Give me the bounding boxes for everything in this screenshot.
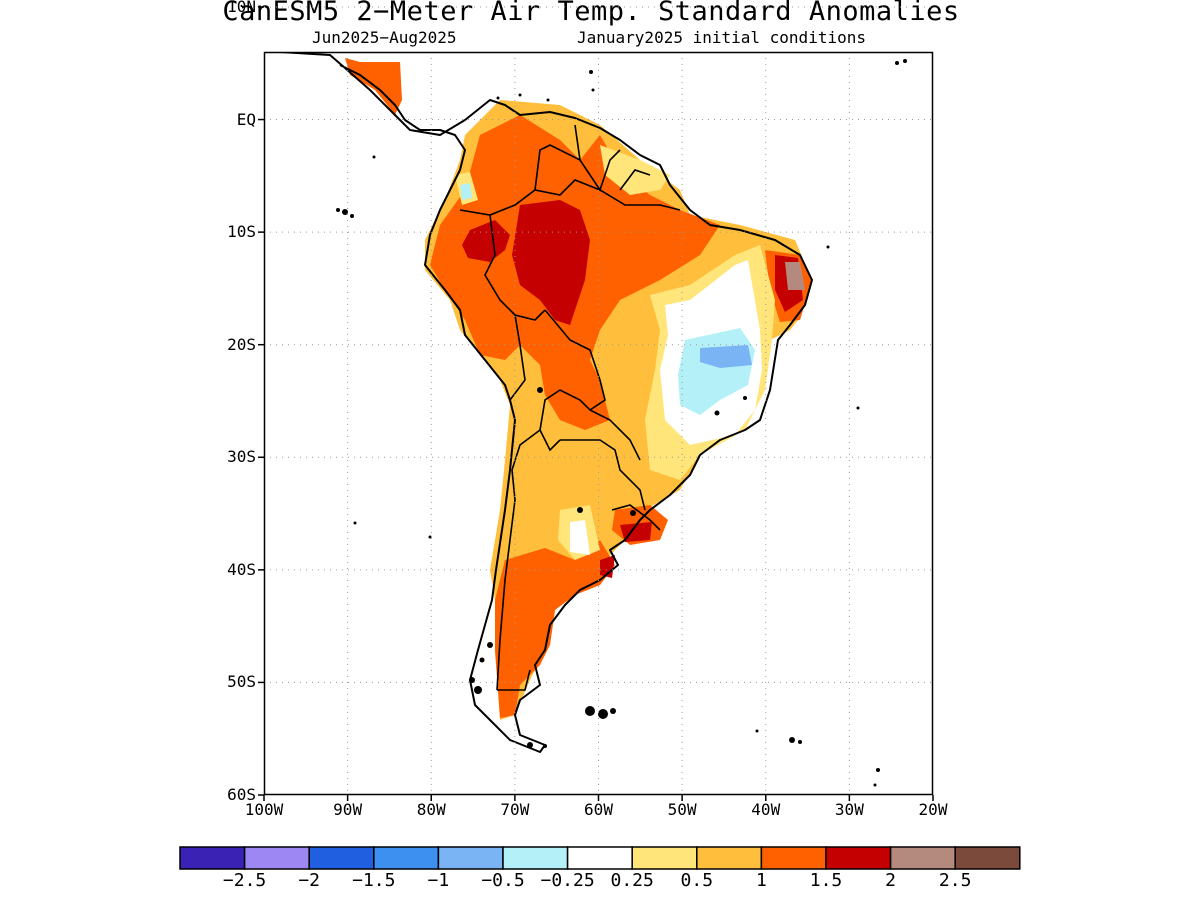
axis-ticks bbox=[258, 6, 934, 801]
islands bbox=[336, 59, 907, 787]
colorbar bbox=[179, 846, 1021, 870]
colorbar-swatch bbox=[631, 846, 698, 870]
lat-label: 10S bbox=[227, 222, 256, 242]
lat-label: 10N bbox=[227, 0, 256, 16]
lat-label: EQ bbox=[236, 109, 256, 129]
colorbar-label: −2 bbox=[298, 870, 321, 891]
colorbar-label: −0.5 bbox=[481, 870, 525, 891]
anomaly-fill-neutral bbox=[570, 520, 590, 555]
lat-label: 20S bbox=[227, 334, 256, 354]
anomaly-fill-1p5-2 bbox=[600, 555, 615, 578]
anomaly-fill-1p5-2 bbox=[512, 200, 590, 325]
colorbar-swatch bbox=[437, 846, 504, 870]
colorbar-label: −1.5 bbox=[352, 870, 396, 891]
colorbar-label: 0.5 bbox=[680, 870, 714, 891]
lon-label: 60W bbox=[584, 800, 613, 819]
coastline bbox=[279, 52, 813, 753]
anomaly-fill-2-2p5 bbox=[785, 262, 805, 290]
colorbar-label: 1.5 bbox=[809, 870, 843, 891]
colorbar-swatch bbox=[566, 846, 633, 870]
lat-label: 50S bbox=[227, 672, 256, 692]
country-borders bbox=[459, 124, 681, 691]
lon-label: 40W bbox=[751, 800, 781, 819]
colorbar-swatch bbox=[696, 846, 763, 870]
map-frame bbox=[263, 51, 934, 796]
lon-label: 20W bbox=[918, 800, 948, 819]
lat-label: 60S bbox=[227, 785, 256, 804]
colorbar-swatch bbox=[308, 846, 375, 870]
colorbar-swatch bbox=[179, 846, 246, 870]
lon-label: 80W bbox=[416, 800, 446, 819]
lon-label: 100W bbox=[244, 800, 284, 819]
lon-label: 50W bbox=[667, 800, 697, 819]
colorbar-label: −1 bbox=[427, 870, 450, 891]
colorbar-swatch bbox=[373, 846, 440, 870]
lon-label: 30W bbox=[834, 800, 864, 819]
colorbar-swatch bbox=[825, 846, 892, 870]
colorbar-label: −0.25 bbox=[540, 870, 595, 891]
colorbar-swatch bbox=[502, 846, 569, 870]
lon-label: 90W bbox=[333, 800, 363, 819]
lat-label: 40S bbox=[227, 559, 256, 579]
anomaly-fill-1-1p5 bbox=[495, 540, 615, 718]
lat-label: 30S bbox=[227, 447, 256, 467]
colorbar-label: 2 bbox=[885, 870, 897, 891]
colorbar-swatch bbox=[954, 846, 1021, 870]
initial-conditions: January2025 initial conditions bbox=[577, 28, 866, 47]
colorbar-swatch bbox=[760, 846, 827, 870]
colorbar-swatch bbox=[243, 846, 310, 870]
anomaly-fill-1-1p5 bbox=[345, 58, 402, 115]
map-title: CanESM5 2−Meter Air Temp. Standard Anoma… bbox=[222, 0, 960, 27]
anomaly-fill-1p5-2 bbox=[462, 220, 510, 262]
forecast-period: Jun2025−Aug2025 bbox=[312, 28, 457, 47]
lon-label: 70W bbox=[500, 800, 530, 819]
colorbar-label: 0.25 bbox=[610, 870, 654, 891]
map-field bbox=[279, 52, 907, 787]
colorbar-label: 2.5 bbox=[938, 870, 972, 891]
anomaly-fill-minus0p25 bbox=[460, 183, 472, 200]
colorbar-label: −2.5 bbox=[222, 870, 267, 891]
colorbar-label: 1 bbox=[755, 870, 767, 891]
colorbar-swatch bbox=[889, 846, 956, 870]
anomaly-fill-minus0p5 bbox=[700, 345, 752, 368]
